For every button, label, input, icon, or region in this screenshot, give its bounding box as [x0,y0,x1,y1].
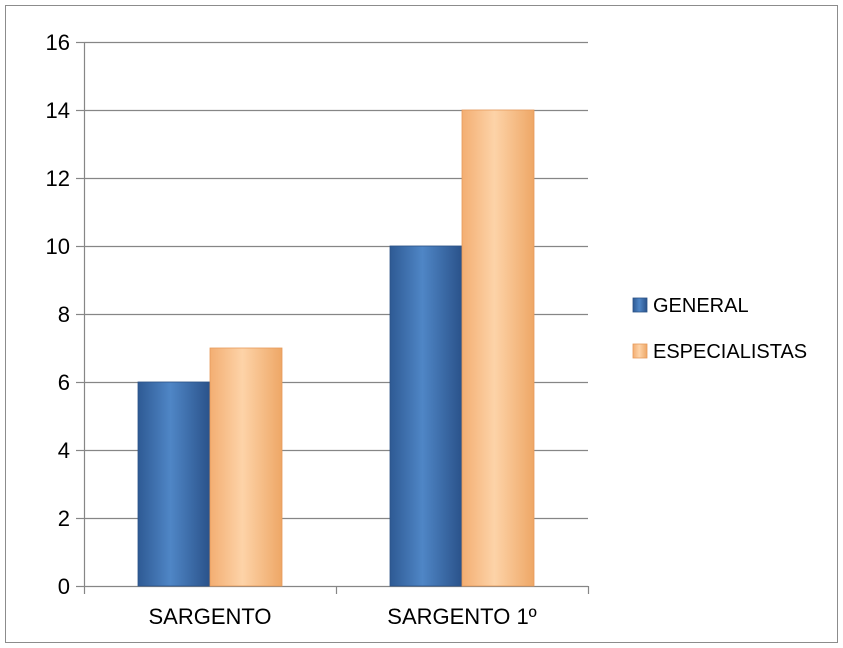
legend-label-especialistas: ESPECIALISTAS [653,341,807,363]
y-tick-label: 10 [46,234,70,259]
y-tick-label: 8 [58,302,70,327]
bar-general-2 [389,245,463,587]
bar-general-1 [137,381,211,587]
y-tick-label: 16 [46,30,70,55]
axes [76,41,590,594]
y-tick-label: 12 [46,166,70,191]
x-tick-label: SARGENTO [148,604,271,629]
y-tick-label: 6 [58,370,70,395]
legend-swatch-especialistas [632,343,648,359]
bar-especialistas-1 [209,347,283,587]
tick-labels: 0 2 4 6 8 10 12 14 16 SARGENTO SARGENTO 1º [46,30,537,629]
bar-especialistas-2 [461,109,535,587]
y-tick-label: 2 [58,506,70,531]
legend: GENERAL ESPECIALISTAS [632,295,807,363]
y-tick-label: 4 [58,438,70,463]
x-tick-label: SARGENTO 1º [387,604,536,629]
y-tick-label: 0 [58,574,70,599]
legend-swatch-general [632,297,648,313]
y-tick-label: 14 [46,98,70,123]
legend-label-general: GENERAL [653,295,749,317]
bars [137,109,535,587]
